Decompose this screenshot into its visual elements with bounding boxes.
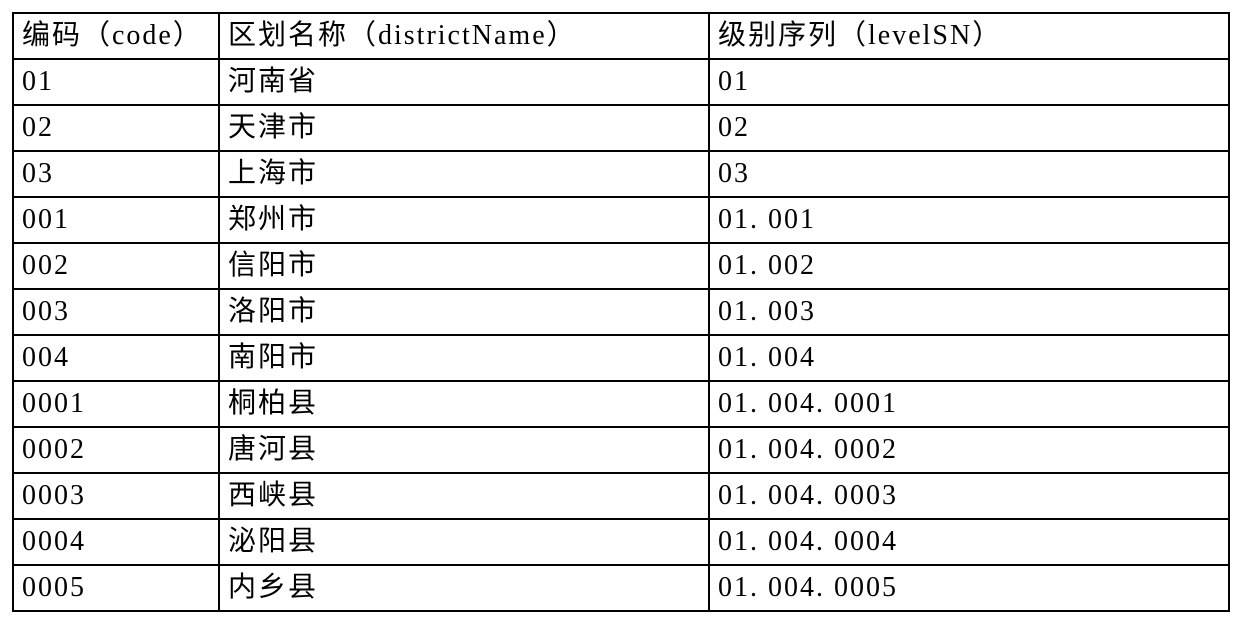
cell-code: 0005 <box>13 565 219 611</box>
table-row: 003 洛阳市 01. 003 <box>13 289 1229 335</box>
table-row: 0005 内乡县 01. 004. 0005 <box>13 565 1229 611</box>
cell-level-sn: 01. 004 <box>709 335 1229 381</box>
cell-code: 0004 <box>13 519 219 565</box>
table-row: 0003 西峡县 01. 004. 0003 <box>13 473 1229 519</box>
cell-district-name: 信阳市 <box>219 243 709 289</box>
cell-level-sn: 01. 002 <box>709 243 1229 289</box>
cell-level-sn: 01. 004. 0003 <box>709 473 1229 519</box>
table-row: 0001 桐柏县 01. 004. 0001 <box>13 381 1229 427</box>
cell-district-name: 洛阳市 <box>219 289 709 335</box>
table-row: 001 郑州市 01. 001 <box>13 197 1229 243</box>
cell-code: 0002 <box>13 427 219 473</box>
cell-code: 03 <box>13 151 219 197</box>
district-table: 编码（code） 区划名称（districtName） 级别序列（levelSN… <box>12 12 1230 612</box>
cell-code: 002 <box>13 243 219 289</box>
cell-code: 003 <box>13 289 219 335</box>
cell-level-sn: 01. 003 <box>709 289 1229 335</box>
header-level-sn: 级别序列（levelSN） <box>709 13 1229 59</box>
cell-level-sn: 01. 004. 0002 <box>709 427 1229 473</box>
cell-district-name: 南阳市 <box>219 335 709 381</box>
header-code: 编码（code） <box>13 13 219 59</box>
cell-district-name: 天津市 <box>219 105 709 151</box>
cell-district-name: 内乡县 <box>219 565 709 611</box>
cell-district-name: 河南省 <box>219 59 709 105</box>
table-row: 004 南阳市 01. 004 <box>13 335 1229 381</box>
cell-district-name: 西峡县 <box>219 473 709 519</box>
cell-code: 01 <box>13 59 219 105</box>
table-row: 002 信阳市 01. 002 <box>13 243 1229 289</box>
table-row: 01 河南省 01 <box>13 59 1229 105</box>
cell-district-name: 泌阳县 <box>219 519 709 565</box>
table-row: 0002 唐河县 01. 004. 0002 <box>13 427 1229 473</box>
cell-level-sn: 01. 004. 0004 <box>709 519 1229 565</box>
cell-district-name: 郑州市 <box>219 197 709 243</box>
cell-level-sn: 02 <box>709 105 1229 151</box>
cell-code: 02 <box>13 105 219 151</box>
table-row: 03 上海市 03 <box>13 151 1229 197</box>
table-body: 01 河南省 01 02 天津市 02 03 上海市 03 001 郑州市 01… <box>13 59 1229 611</box>
cell-code: 001 <box>13 197 219 243</box>
cell-level-sn: 01. 004. 0001 <box>709 381 1229 427</box>
cell-level-sn: 03 <box>709 151 1229 197</box>
cell-level-sn: 01 <box>709 59 1229 105</box>
cell-code: 0001 <box>13 381 219 427</box>
cell-code: 004 <box>13 335 219 381</box>
header-district-name: 区划名称（districtName） <box>219 13 709 59</box>
cell-level-sn: 01. 001 <box>709 197 1229 243</box>
cell-district-name: 唐河县 <box>219 427 709 473</box>
table-header-row: 编码（code） 区划名称（districtName） 级别序列（levelSN… <box>13 13 1229 59</box>
table-row: 02 天津市 02 <box>13 105 1229 151</box>
cell-district-name: 上海市 <box>219 151 709 197</box>
table-row: 0004 泌阳县 01. 004. 0004 <box>13 519 1229 565</box>
cell-level-sn: 01. 004. 0005 <box>709 565 1229 611</box>
cell-code: 0003 <box>13 473 219 519</box>
cell-district-name: 桐柏县 <box>219 381 709 427</box>
